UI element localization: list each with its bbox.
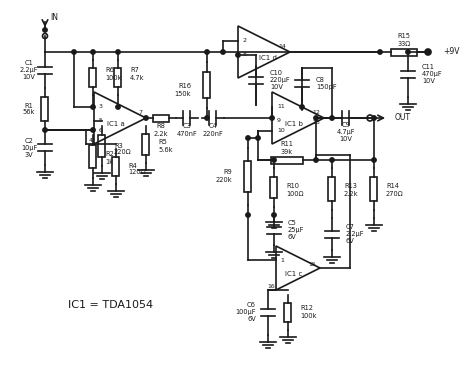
Circle shape <box>300 105 304 109</box>
Text: R4
120Ω: R4 120Ω <box>128 162 146 176</box>
Text: 9: 9 <box>277 118 281 123</box>
Text: C3
470nF: C3 470nF <box>177 123 197 136</box>
Text: IN: IN <box>50 14 58 23</box>
Circle shape <box>91 50 95 54</box>
Bar <box>328 177 336 200</box>
Text: R10
100Ω: R10 100Ω <box>286 183 303 197</box>
Circle shape <box>406 50 410 54</box>
Circle shape <box>246 136 250 140</box>
Text: C10
220µF
10V: C10 220µF 10V <box>270 70 291 90</box>
Circle shape <box>378 50 382 54</box>
Circle shape <box>272 213 276 217</box>
Text: 14: 14 <box>278 44 286 50</box>
Text: 7: 7 <box>138 111 142 115</box>
Text: R12
100k: R12 100k <box>300 305 317 318</box>
Text: 5: 5 <box>99 118 103 123</box>
Text: 4: 4 <box>89 138 93 143</box>
Text: R15
33Ω: R15 33Ω <box>397 33 410 47</box>
Text: 1: 1 <box>280 258 284 262</box>
Circle shape <box>221 50 225 54</box>
Text: R14
270Ω: R14 270Ω <box>386 183 404 197</box>
Circle shape <box>246 213 250 217</box>
Circle shape <box>205 116 209 120</box>
Bar <box>115 68 121 87</box>
Circle shape <box>314 116 318 120</box>
Bar <box>271 177 277 198</box>
Text: R16
150k: R16 150k <box>174 83 191 97</box>
Bar <box>99 135 106 157</box>
Circle shape <box>330 116 334 120</box>
Bar <box>90 68 97 87</box>
Text: 15: 15 <box>308 261 316 267</box>
Bar <box>112 157 119 176</box>
Text: C1
2.2µF
10V: C1 2.2µF 10V <box>20 60 38 80</box>
Circle shape <box>116 105 120 109</box>
Circle shape <box>372 116 376 120</box>
Circle shape <box>144 116 148 120</box>
Text: 8: 8 <box>243 53 247 58</box>
Text: 11: 11 <box>277 105 285 109</box>
Text: 3: 3 <box>99 105 103 109</box>
Text: C2
10µF
3V: C2 10µF 3V <box>21 138 37 158</box>
Bar <box>371 177 377 200</box>
Text: R6
100k: R6 100k <box>105 68 121 80</box>
Text: R13
2.2k: R13 2.2k <box>344 183 358 197</box>
Text: R11
39k: R11 39k <box>281 141 293 155</box>
Circle shape <box>330 158 334 162</box>
Text: R2
1k: R2 1k <box>105 152 114 165</box>
Bar <box>153 115 169 121</box>
Text: C11
470µF
10V: C11 470µF 10V <box>422 64 443 84</box>
Circle shape <box>272 158 276 162</box>
Circle shape <box>256 136 260 140</box>
Text: 2: 2 <box>243 38 247 44</box>
Circle shape <box>43 28 47 32</box>
Circle shape <box>91 105 95 109</box>
Text: 12: 12 <box>312 111 320 115</box>
Text: 6: 6 <box>99 129 103 133</box>
Text: C8
150pF: C8 150pF <box>316 77 337 91</box>
Text: IC1 a: IC1 a <box>107 121 125 127</box>
Bar <box>90 145 97 168</box>
Text: C7
2.2µF
6V: C7 2.2µF 6V <box>346 224 365 244</box>
Circle shape <box>72 50 76 54</box>
Bar <box>271 156 303 164</box>
Circle shape <box>236 53 240 57</box>
Circle shape <box>116 50 120 54</box>
Bar <box>284 303 292 322</box>
Text: 10: 10 <box>277 129 285 133</box>
Text: R8
2.2k: R8 2.2k <box>154 123 168 136</box>
Bar <box>203 72 210 98</box>
Circle shape <box>270 116 274 120</box>
Text: IC1 = TDA1054: IC1 = TDA1054 <box>68 300 153 310</box>
Bar <box>245 161 252 192</box>
Text: C6
100µF
6V: C6 100µF 6V <box>236 302 256 322</box>
Text: IC1 c: IC1 c <box>285 271 303 277</box>
Bar <box>143 134 149 155</box>
Text: R9
220k: R9 220k <box>215 170 232 182</box>
Circle shape <box>314 158 318 162</box>
Bar <box>391 49 417 56</box>
Text: R5
5.6k: R5 5.6k <box>158 139 173 153</box>
Circle shape <box>205 50 209 54</box>
Text: IC1 b: IC1 b <box>285 121 303 127</box>
Bar <box>42 97 48 121</box>
Circle shape <box>426 50 430 54</box>
Text: C4
220nF: C4 220nF <box>202 123 223 136</box>
Text: R1
56k: R1 56k <box>23 103 35 115</box>
Circle shape <box>43 128 47 132</box>
Circle shape <box>372 158 376 162</box>
Circle shape <box>91 128 95 132</box>
Text: R3
220Ω: R3 220Ω <box>114 143 132 156</box>
Text: C5
25µF
6V: C5 25µF 6V <box>288 220 304 240</box>
Text: 13: 13 <box>312 120 320 126</box>
Text: R7
4.7k: R7 4.7k <box>130 68 145 80</box>
Text: 16: 16 <box>267 284 275 288</box>
Text: +9V: +9V <box>443 47 459 56</box>
Text: C9
4.7µF
10V: C9 4.7µF 10V <box>337 122 355 142</box>
Text: IC1 d: IC1 d <box>259 55 277 61</box>
Text: OUT: OUT <box>395 114 411 123</box>
